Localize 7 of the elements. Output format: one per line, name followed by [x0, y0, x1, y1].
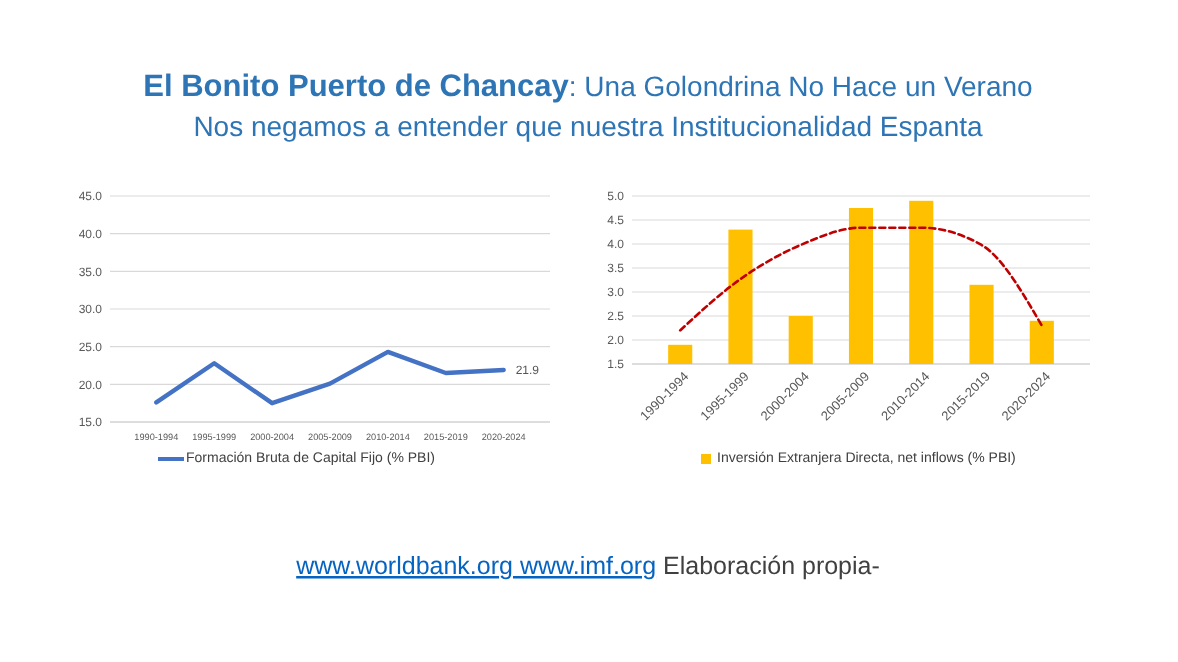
text: www.worldbank.org: [294, 552, 514, 580]
chart-title: El Bonito Puerto de Chancay: Una Golondrina No Hace un Verano: [143, 70, 1034, 104]
line-series: [154, 349, 506, 406]
chart-subtitle: Nos negamos a entender que nuestra Institucionalidad Espanta: [193, 110, 984, 142]
text: Elaboración propia-: [656, 552, 880, 580]
text: www.imf.org: [512, 552, 657, 580]
line-series: [678, 226, 1044, 332]
